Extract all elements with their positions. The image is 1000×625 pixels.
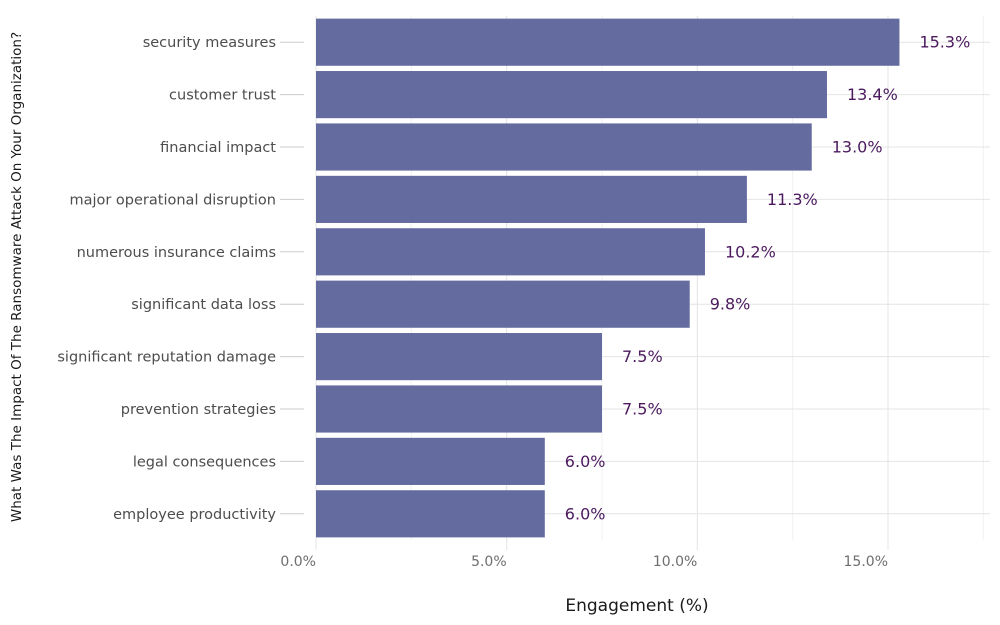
bar-financial-impact [316,123,812,171]
data-label: 10.2% [725,242,776,261]
bar-employee-productivity [316,490,545,538]
category-label: financial impact [160,140,276,156]
bars [316,18,900,538]
data-label: 13.4% [847,85,898,104]
x-axis-title: Engagement (%) [565,596,708,616]
x-tick-label: 15.0% [844,554,888,570]
bar-numerous-insurance-claims [316,228,705,276]
data-label: 11.3% [767,190,818,209]
y-axis-title: What Was The Impact Of The Ransomware At… [9,32,25,522]
x-tick-labels: 0.0% 5.0% 10.0% 15.0% [280,554,888,570]
bar-security-measures [316,18,900,66]
x-tick-label: 10.0% [653,554,697,570]
bar-legal-consequences [316,437,545,485]
data-label: 6.0% [565,452,606,471]
data-label: 13.0% [832,138,883,157]
data-label: 9.8% [710,295,751,314]
category-label: significant data loss [131,297,276,313]
category-label: numerous insurance claims [77,245,276,261]
category-label: employee productivity [113,507,276,523]
bar-prevention-strategies [316,385,602,433]
bar-major-operational-disruption [316,175,747,223]
category-label: legal consequences [133,454,276,470]
data-label: 7.5% [622,400,663,419]
bar-customer-trust [316,71,827,119]
category-label: significant reputation damage [57,350,276,366]
category-label: major operational disruption [69,192,276,208]
x-tick-label: 0.0% [280,554,316,570]
category-label: prevention strategies [121,402,276,418]
data-label: 15.3% [919,33,970,52]
category-label: customer trust [169,88,276,104]
data-label: 7.5% [622,347,663,366]
bar-significant-reputation-damage [316,333,602,381]
bar-significant-data-loss [316,280,690,328]
data-labels: 15.3% 13.4% 13.0% 11.3% 10.2% 9.8% 7.5% 7.5% 6.0… [565,33,970,524]
data-label: 6.0% [565,504,606,523]
category-label: security measures [143,35,276,51]
x-tick-label: 5.0% [471,554,507,570]
category-labels: security measures customer trust financial… [57,35,276,523]
